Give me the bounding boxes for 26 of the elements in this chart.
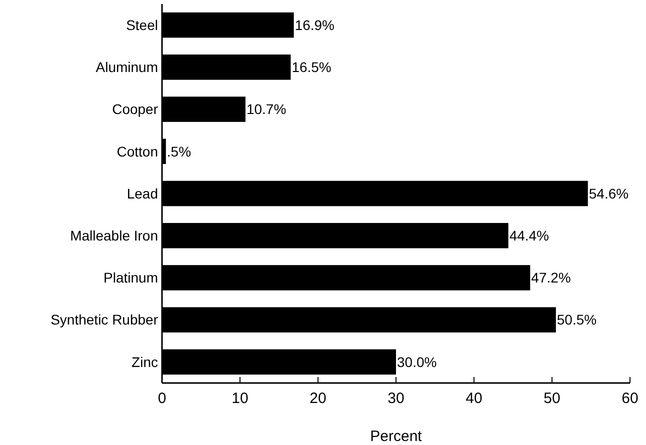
x-tick-label: 0: [158, 390, 166, 407]
x-tick-label: 50: [544, 390, 560, 407]
y-tick-label: Steel: [126, 16, 158, 33]
x-tick-label: 40: [466, 390, 482, 407]
y-tick-label: Lead: [126, 185, 158, 202]
x-tick-label: 60: [622, 390, 638, 407]
x-tick-label: 30: [388, 390, 404, 407]
y-tick-label: Synthetic Rubber: [50, 312, 158, 328]
y-tick-label: Aluminum: [96, 59, 158, 76]
x-axis-title: Percent: [370, 428, 423, 445]
data-label: 47.2%: [531, 270, 571, 286]
data-label: 30.0%: [397, 354, 437, 370]
y-tick-label: Cotton: [116, 143, 158, 160]
y-tick-label: Cooper: [112, 101, 158, 118]
data-label: .5%: [166, 143, 192, 160]
y-tick-label: Zinc: [132, 354, 158, 370]
data-label: 44.4%: [509, 228, 550, 244]
y-tick-label: Platinum: [104, 270, 158, 286]
x-tick-label: 20: [310, 390, 326, 407]
data-label: 16.9%: [294, 16, 335, 33]
y-tick-label: Malleable Iron: [70, 228, 158, 244]
data-label: 10.7%: [246, 101, 286, 118]
data-label: 50.5%: [556, 312, 597, 328]
x-tick-label: 10: [232, 390, 248, 407]
data-label: 16.5%: [292, 59, 332, 76]
data-label: 54.6%: [588, 185, 629, 202]
